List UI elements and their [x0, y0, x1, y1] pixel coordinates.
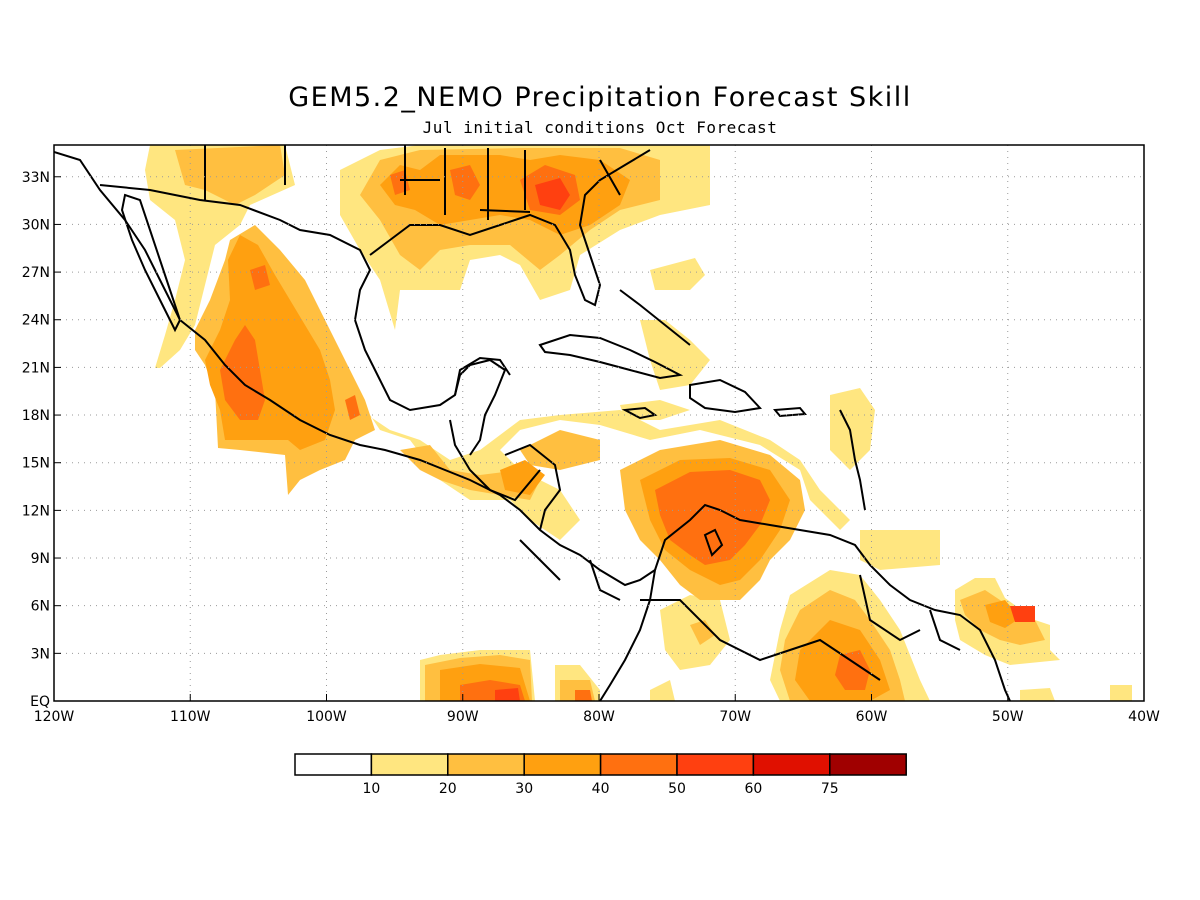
x-tick-label: 40W	[1128, 709, 1160, 725]
y-tick-label: 21N	[22, 360, 50, 376]
x-tick-label: 110W	[170, 709, 211, 725]
colorbar-label: 20	[439, 781, 457, 797]
y-tick-label: 33N	[22, 170, 50, 186]
south-america-north-coast	[654, 503, 1011, 701]
colorbar: 10 20 30 40 50 60 75	[294, 753, 907, 797]
y-tick-label: 30N	[22, 217, 50, 233]
x-tick-label: 100W	[306, 709, 347, 725]
x-tick-label: 60W	[856, 709, 888, 725]
us-state-borders	[204, 145, 621, 220]
y-tick-label: EQ	[30, 694, 50, 710]
colorbar-label: 10	[362, 781, 380, 797]
x-tick-label: 90W	[447, 709, 479, 725]
colorbar-swatch	[523, 753, 602, 776]
central-america-borders	[449, 419, 621, 601]
skill-band-50-60	[495, 178, 1035, 701]
pacific-coastline	[54, 151, 657, 701]
colorbar-label: 60	[744, 781, 762, 797]
y-tick-label: 18N	[22, 408, 50, 424]
colorbar-label: 30	[515, 781, 533, 797]
y-tick-label: 15N	[22, 456, 50, 472]
colorbar-swatch	[752, 753, 831, 776]
lake-maracaibo	[703, 528, 724, 557]
cuba	[538, 333, 684, 380]
colorbar-swatch	[447, 753, 525, 776]
y-tick-label: 3N	[31, 646, 50, 662]
gulf-coast	[99, 184, 507, 456]
colorbar-label: 40	[592, 781, 610, 797]
florida-keys	[619, 289, 691, 346]
x-tick-label: 70W	[719, 709, 751, 725]
hispaniola	[689, 378, 763, 414]
colorbar-swatch	[370, 753, 449, 776]
map-subtitle: Jul initial conditions Oct Forecast	[422, 118, 778, 137]
y-tick-label: 24N	[22, 313, 50, 329]
map-title: GEM5.2_NEMO Precipitation Forecast Skill	[288, 82, 912, 113]
y-tick-label: 12N	[22, 503, 50, 519]
colorbar-label: 50	[668, 781, 686, 797]
us-gulf-coast	[369, 149, 651, 307]
baja-california	[120, 193, 182, 333]
colorbar-swatch	[829, 753, 907, 776]
colorbar-swatch	[676, 753, 755, 776]
lesser-antilles	[839, 409, 866, 511]
puerto-rico	[772, 406, 808, 418]
coastlines	[54, 145, 1011, 701]
caribbean-coast	[504, 443, 562, 531]
south-america-borders	[640, 574, 961, 681]
yucatan-peninsula	[454, 356, 511, 396]
x-tick-label: 80W	[583, 709, 615, 725]
colorbar-swatch	[599, 753, 678, 776]
x-tick-label: 120W	[34, 709, 75, 725]
axis-ticks: 120W 110W 100W 90W 80W 70W 60W 50W 40W EQ 3N 6N 9N 12…	[22, 170, 1160, 725]
colorbar-label: 75	[821, 781, 839, 797]
colorbar-swatch	[294, 753, 373, 776]
x-tick-label: 50W	[992, 709, 1024, 725]
y-tick-label: 9N	[31, 551, 50, 567]
y-tick-label: 27N	[22, 265, 50, 281]
skill-shading	[145, 145, 1132, 701]
y-tick-label: 6N	[31, 599, 50, 615]
